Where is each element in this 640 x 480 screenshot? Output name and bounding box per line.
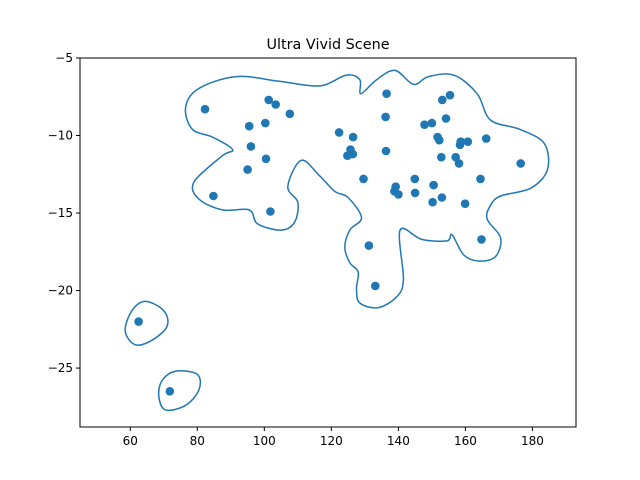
data-point <box>428 197 437 207</box>
data-point <box>441 114 451 123</box>
data-point <box>165 387 175 396</box>
data-point <box>209 191 218 201</box>
data-point <box>481 134 491 143</box>
y-tick-label: −15 <box>48 206 73 220</box>
data-point <box>261 118 270 128</box>
x-tick-label: 140 <box>387 434 410 448</box>
data-point <box>477 235 486 244</box>
data-point <box>438 95 447 105</box>
data-point <box>359 174 368 184</box>
data-point <box>382 89 391 98</box>
contour-line-0 <box>184 69 550 309</box>
data-point <box>334 128 344 137</box>
x-tick-label: 80 <box>190 434 205 448</box>
density-contours <box>124 69 550 412</box>
data-point <box>364 241 374 250</box>
data-point <box>394 190 403 199</box>
contour-line-2 <box>157 370 202 412</box>
data-point <box>244 121 254 131</box>
x-tick-label: 180 <box>521 434 544 448</box>
data-point <box>427 118 437 128</box>
chart-title: Ultra Vivid Scene <box>266 37 389 53</box>
data-point <box>348 149 358 159</box>
x-tick-label: 100 <box>253 434 276 448</box>
data-point <box>381 112 390 122</box>
data-point <box>264 95 274 105</box>
data-point <box>437 152 446 162</box>
y-axis: −25 −20 −15 −10 −5 <box>48 51 80 375</box>
data-point <box>200 104 210 114</box>
data-point <box>437 193 447 202</box>
data-point <box>271 100 281 109</box>
contour-line-1 <box>124 300 169 346</box>
data-point <box>391 182 401 191</box>
data-points <box>134 89 525 396</box>
x-tick-label: 160 <box>454 434 477 448</box>
y-tick-label: −10 <box>48 129 73 143</box>
axes-frame <box>79 57 577 428</box>
y-tick-label: −25 <box>48 361 73 375</box>
data-point <box>410 188 420 198</box>
data-point <box>371 281 380 291</box>
x-tick-label: 60 <box>123 434 138 448</box>
x-axis: 60 80 100 120 140 160 180 <box>123 427 544 448</box>
data-point <box>348 132 358 142</box>
data-point <box>435 135 444 145</box>
y-tick-label: −5 <box>55 51 73 65</box>
data-point <box>429 180 438 190</box>
data-point <box>454 159 464 168</box>
data-point <box>285 109 295 119</box>
data-point <box>420 120 429 129</box>
data-point <box>243 165 252 174</box>
data-point <box>381 146 391 156</box>
data-point <box>445 90 455 100</box>
data-point <box>516 159 525 168</box>
y-tick-label: −20 <box>48 284 73 298</box>
data-point <box>460 199 470 208</box>
data-point <box>266 207 275 216</box>
data-point <box>476 174 485 184</box>
data-point <box>410 174 420 184</box>
data-point <box>456 137 466 146</box>
data-point <box>134 317 143 326</box>
data-point <box>246 142 256 151</box>
data-point <box>261 154 271 164</box>
data-point <box>463 137 473 146</box>
x-tick-label: 120 <box>320 434 343 448</box>
